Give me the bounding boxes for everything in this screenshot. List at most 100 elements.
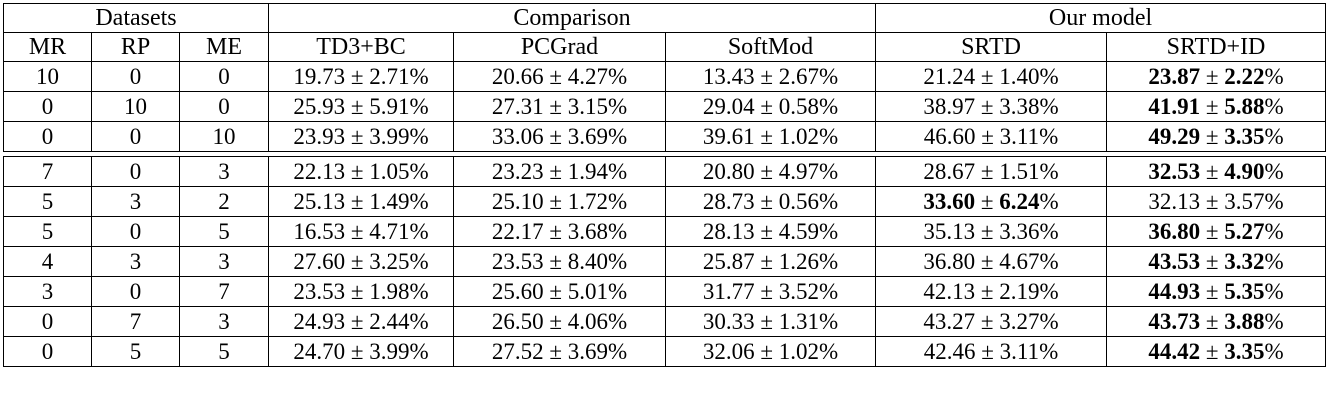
std-value: 4.59 bbox=[778, 219, 819, 244]
percent-sign: % bbox=[607, 159, 628, 184]
result-value-cell: 28.13 ± 4.59% bbox=[664, 216, 877, 247]
percent-sign: % bbox=[1264, 64, 1284, 89]
plus-minus-sign: ± bbox=[975, 279, 1000, 304]
plus-minus-sign: ± bbox=[345, 64, 370, 89]
std-value: 1.51 bbox=[999, 159, 1040, 184]
dataset-count-cell: 10 bbox=[91, 91, 180, 122]
mean-value: 23.93 bbox=[293, 124, 346, 149]
plus-minus-sign: ± bbox=[543, 339, 568, 364]
result-value-cell: 44.42 ± 3.35% bbox=[1106, 336, 1327, 367]
plus-minus-sign: ± bbox=[754, 124, 779, 149]
mean-value: 23.87 bbox=[1148, 64, 1201, 89]
percent-sign: % bbox=[818, 339, 839, 364]
std-value: 4.67 bbox=[999, 249, 1040, 274]
plus-minus-sign: ± bbox=[1200, 189, 1225, 214]
mean-value: 23.53 bbox=[293, 279, 346, 304]
plus-minus-sign: ± bbox=[754, 249, 779, 274]
plus-minus-sign: ± bbox=[1200, 309, 1225, 334]
result-value-cell: 26.50 ± 4.06% bbox=[453, 306, 666, 337]
dataset-count-cell: 0 bbox=[3, 336, 92, 367]
mean-value: 27.31 bbox=[491, 94, 544, 119]
result-value-cell: 49.29 ± 3.35% bbox=[1106, 121, 1327, 152]
table-row: 7 0 3 22.13 ± 1.05% 23.23 ± 1.94% 20.80 ± 4.9… bbox=[3, 156, 1327, 187]
plus-minus-sign: ± bbox=[345, 159, 370, 184]
mean-value: 42.13 bbox=[923, 279, 976, 304]
plus-minus-sign: ± bbox=[345, 189, 370, 214]
result-value-cell: 29.04 ± 0.58% bbox=[664, 91, 877, 122]
plus-minus-sign: ± bbox=[543, 219, 568, 244]
result-value-cell: 43.73 ± 3.88% bbox=[1106, 306, 1327, 337]
result-value-cell: 43.27 ± 3.27% bbox=[875, 306, 1108, 337]
result-value-cell: 32.06 ± 1.02% bbox=[664, 336, 877, 367]
table-row: 0 10 0 25.93 ± 5.91% 27.31 ± 3.15% 29.04 ± 0.… bbox=[3, 91, 1327, 122]
mean-value: 27.52 bbox=[491, 339, 544, 364]
plus-minus-sign: ± bbox=[975, 64, 1000, 89]
std-value: 1.94 bbox=[567, 159, 608, 184]
plus-minus-sign: ± bbox=[1200, 64, 1225, 89]
percent-sign: % bbox=[818, 189, 839, 214]
mean-value: 39.61 bbox=[702, 124, 755, 149]
std-value: 3.11 bbox=[999, 339, 1040, 364]
percent-sign: % bbox=[607, 219, 628, 244]
result-value-cell: 42.46 ± 3.11% bbox=[875, 336, 1108, 367]
plus-minus-sign: ± bbox=[1200, 159, 1225, 184]
result-value-cell: 27.52 ± 3.69% bbox=[453, 336, 666, 367]
plus-minus-sign: ± bbox=[1200, 94, 1225, 119]
mean-value: 13.43 bbox=[702, 64, 755, 89]
result-value-cell: 32.13 ± 3.57% bbox=[1106, 186, 1327, 217]
plus-minus-sign: ± bbox=[1200, 339, 1225, 364]
dataset-count-cell: 5 bbox=[179, 336, 269, 367]
std-value: 1.05 bbox=[369, 159, 410, 184]
mean-value: 33.60 bbox=[923, 189, 976, 214]
mean-value: 25.13 bbox=[293, 189, 346, 214]
std-value: 3.69 bbox=[567, 124, 608, 149]
percent-sign: % bbox=[818, 219, 839, 244]
mean-value: 33.06 bbox=[491, 124, 544, 149]
plus-minus-sign: ± bbox=[345, 219, 370, 244]
percent-sign: % bbox=[1264, 94, 1284, 119]
std-value: 3.35 bbox=[1224, 339, 1265, 364]
percent-sign: % bbox=[409, 309, 429, 334]
plus-minus-sign: ± bbox=[975, 309, 1000, 334]
dataset-count-cell: 2 bbox=[179, 186, 269, 217]
mean-value: 36.80 bbox=[1148, 219, 1201, 244]
std-value: 4.97 bbox=[778, 159, 819, 184]
mean-value: 29.04 bbox=[702, 94, 755, 119]
percent-sign: % bbox=[409, 249, 429, 274]
result-value-cell: 16.53 ± 4.71% bbox=[268, 216, 454, 247]
table-header: Datasets Comparison Our model MR RP ME T… bbox=[3, 3, 1327, 62]
result-value-cell: 46.60 ± 3.11% bbox=[875, 121, 1108, 152]
percent-sign: % bbox=[1039, 124, 1059, 149]
std-value: 3.25 bbox=[369, 249, 410, 274]
dataset-count-cell: 0 bbox=[3, 121, 92, 152]
percent-sign: % bbox=[607, 279, 628, 304]
percent-sign: % bbox=[818, 279, 839, 304]
percent-sign: % bbox=[1264, 339, 1284, 364]
result-value-cell: 39.61 ± 1.02% bbox=[664, 121, 877, 152]
table-section-2: 7 0 3 22.13 ± 1.05% 23.23 ± 1.94% 20.80 ± 4.9… bbox=[3, 156, 1327, 367]
plus-minus-sign: ± bbox=[543, 309, 568, 334]
result-value-cell: 23.53 ± 1.98% bbox=[268, 276, 454, 307]
std-value: 3.36 bbox=[999, 219, 1040, 244]
percent-sign: % bbox=[1264, 124, 1284, 149]
result-value-cell: 31.77 ± 3.52% bbox=[664, 276, 877, 307]
dataset-count-cell: 0 bbox=[91, 121, 180, 152]
percent-sign: % bbox=[818, 94, 839, 119]
mean-value: 26.50 bbox=[491, 309, 544, 334]
result-value-cell: 22.17 ± 3.68% bbox=[453, 216, 666, 247]
mean-value: 28.13 bbox=[702, 219, 755, 244]
percent-sign: % bbox=[607, 124, 628, 149]
result-value-cell: 44.93 ± 5.35% bbox=[1106, 276, 1327, 307]
table-row: 3 0 7 23.53 ± 1.98% 25.60 ± 5.01% 31.77 ± 3.5… bbox=[3, 276, 1327, 307]
dataset-count-cell: 3 bbox=[91, 186, 180, 217]
percent-sign: % bbox=[818, 159, 839, 184]
percent-sign: % bbox=[409, 124, 429, 149]
percent-sign: % bbox=[818, 249, 839, 274]
std-value: 3.38 bbox=[999, 94, 1040, 119]
result-value-cell: 23.93 ± 3.99% bbox=[268, 121, 454, 152]
percent-sign: % bbox=[409, 159, 429, 184]
std-value: 3.99 bbox=[369, 124, 410, 149]
percent-sign: % bbox=[607, 309, 628, 334]
std-value: 3.32 bbox=[1224, 249, 1265, 274]
mean-value: 22.13 bbox=[293, 159, 346, 184]
